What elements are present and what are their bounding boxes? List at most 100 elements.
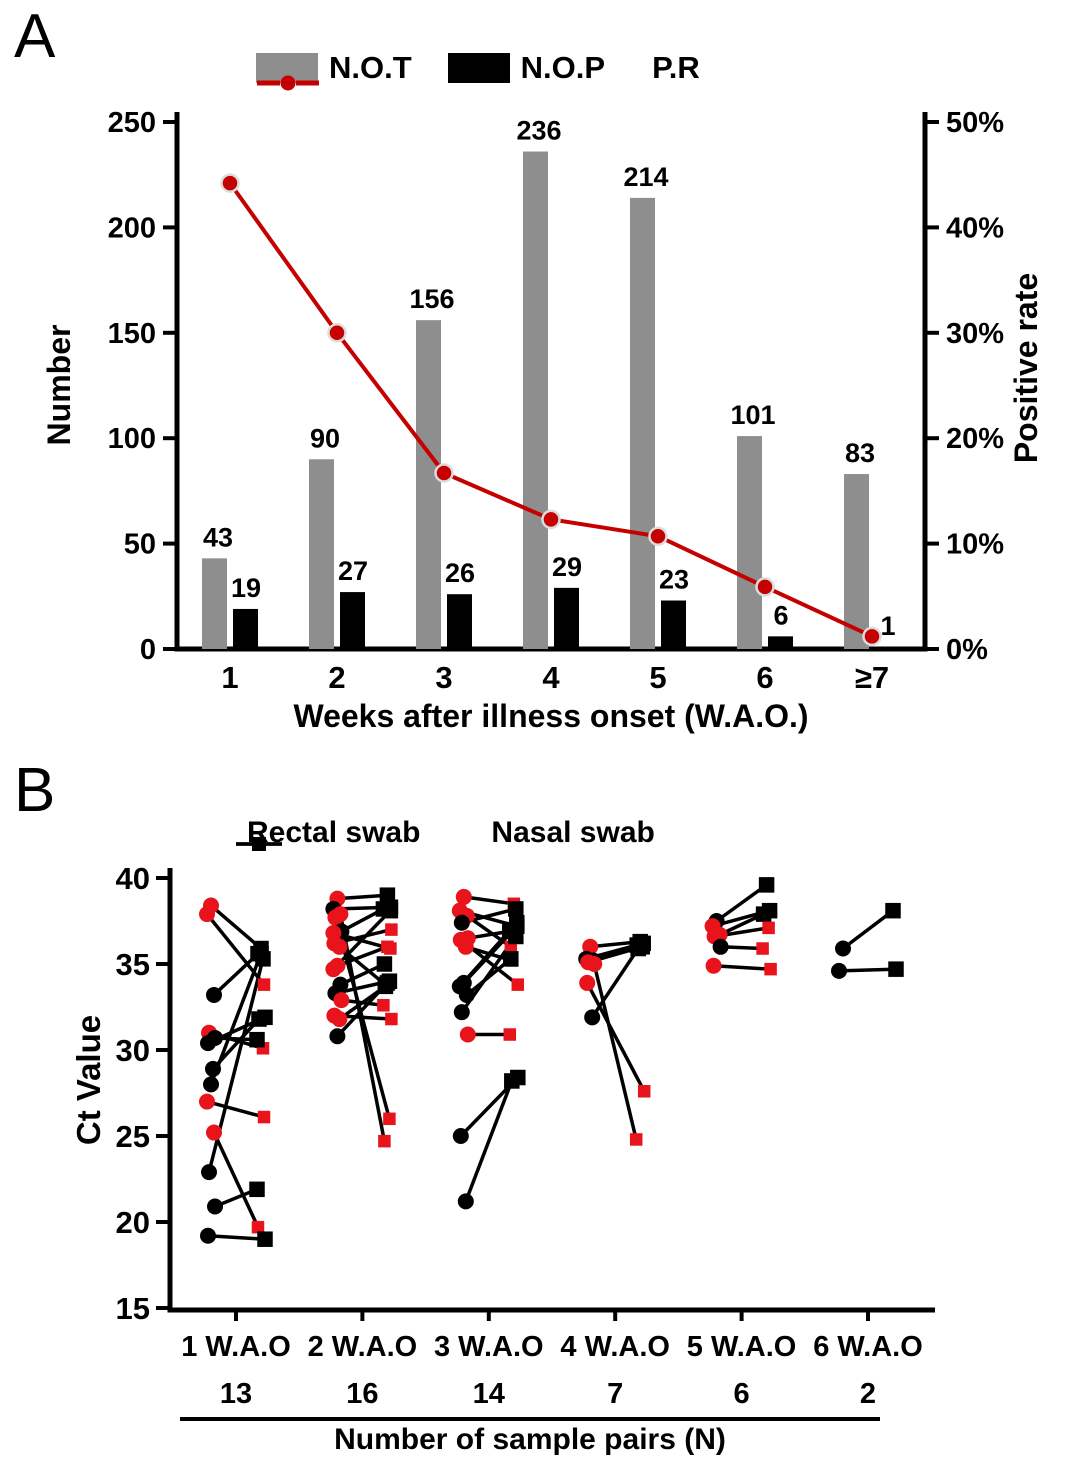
pair-markers-group-1 [199, 897, 273, 1247]
nasal-point [257, 1110, 271, 1124]
y-right-axis-title: Positive rate [1008, 273, 1044, 463]
pair-markers-group-4 [578, 933, 651, 1146]
panel-a-chart: 0501001502002500%10%20%30%40%50%43901562… [41, 107, 1044, 734]
nasal-point [385, 1012, 398, 1026]
pair-line [592, 963, 638, 1140]
not-bar [523, 151, 548, 649]
nasal-point [378, 1134, 391, 1148]
nasal-point [257, 978, 271, 991]
nop-bar-value: 19 [231, 573, 261, 603]
nop-bar [340, 592, 365, 649]
y-left-tick-label: 100 [108, 423, 156, 455]
y-left-tick-label: 150 [108, 318, 156, 350]
not-bar [202, 558, 227, 649]
pair-markers-group-5 [704, 877, 778, 976]
group-n-value: 7 [607, 1378, 623, 1410]
nasal-point [385, 923, 398, 936]
not-bar [416, 320, 441, 649]
y-tick-label: 20 [116, 1205, 150, 1240]
legend-item-nasal: Nasal swab [236, 816, 655, 851]
nop-bar [554, 587, 579, 649]
group-n-value: 13 [220, 1378, 252, 1410]
nop-bar-value: 27 [338, 556, 368, 586]
y-tick-label: 15 [116, 1291, 150, 1326]
not-bar-value: 83 [845, 438, 875, 468]
y-tick-label: 30 [116, 1033, 150, 1068]
x-caption: Number of sample pairs (N) [334, 1423, 726, 1456]
x-category-label: 1 [221, 660, 238, 695]
rectal-point [199, 1093, 215, 1110]
pr-point [648, 526, 668, 546]
panel-b-letter: B [14, 756, 56, 825]
not-bar [844, 474, 869, 649]
nasal-point [508, 928, 524, 945]
y-right-tick-label: 0% [946, 634, 988, 666]
nasal-point [384, 942, 397, 955]
nasal-point [630, 940, 646, 957]
pr-point [541, 509, 561, 530]
pr-point [327, 323, 347, 343]
nasal-point [764, 962, 777, 976]
not-bar-value: 156 [409, 284, 454, 314]
nop-bar [233, 608, 258, 649]
nasal-point [888, 961, 904, 977]
nasal-point [249, 1031, 265, 1048]
pair-line [841, 909, 895, 950]
pair-line [838, 967, 897, 973]
nop-bar-value: 6 [773, 600, 788, 630]
x-category-label: 6 [756, 660, 773, 695]
nop-swatch-icon [447, 53, 510, 83]
pair-line [713, 963, 771, 971]
rectal-point [835, 940, 851, 957]
rectal-point [457, 1193, 474, 1210]
nasal-point [755, 906, 772, 922]
y-left-tick-label: 250 [108, 107, 156, 139]
rectal-point [325, 925, 342, 942]
panel-a-legend: N.O.T N.O.P P.R [256, 50, 700, 91]
pair-markers-group-3 [451, 888, 526, 1210]
nasal-point [509, 914, 525, 931]
nasal-point [503, 1028, 517, 1041]
rectal-point [203, 1076, 219, 1093]
rectal-point [327, 909, 344, 926]
nasal-point [376, 956, 393, 972]
nasal-point [504, 1073, 520, 1089]
nasal-point [379, 975, 396, 991]
rectal-point [329, 1028, 346, 1045]
not-bar-value: 90 [310, 423, 340, 453]
not-bar [737, 436, 762, 649]
y-left-tick-label: 200 [108, 212, 156, 244]
rectal-point [459, 1026, 476, 1043]
rectal-point [325, 961, 342, 978]
rectal-point [584, 1009, 601, 1026]
rectal-point [331, 1011, 348, 1028]
pair-line [209, 953, 263, 1086]
x-axis-title: Weeks after illness onset (W.A.O.) [293, 698, 808, 734]
nasal-point [251, 1011, 267, 1027]
y-right-tick-label: 20% [946, 423, 1004, 455]
rectal-point [199, 906, 215, 923]
nop-bar [875, 646, 900, 649]
y-tick-label: 25 [116, 1119, 150, 1154]
rectal-point [331, 938, 348, 955]
y-right-tick-label: 50% [946, 107, 1004, 139]
pair-line [209, 904, 263, 950]
pr-point [755, 577, 775, 597]
rectal-point [200, 1035, 216, 1052]
pair-line [463, 895, 515, 906]
panel-b-axes [167, 868, 935, 1313]
group-n-value: 14 [473, 1378, 505, 1410]
rectal-point [831, 962, 847, 979]
panel-a-axes [174, 112, 928, 652]
nop-bar [768, 636, 793, 649]
nasal-point [379, 887, 396, 903]
legend-label-pr: P.R [652, 50, 700, 85]
x-category-label: 3 [435, 660, 452, 695]
nasal-point [383, 1112, 396, 1126]
rectal-point [452, 1128, 469, 1144]
nop-bar-value: 23 [659, 565, 689, 595]
pair-markers-group-6 [831, 902, 904, 979]
panel-b-chart: 15 20 25 30 35 40 1 W.A.O 13 2 W.A.O 16 3 W.A.O 14 4… [70, 861, 935, 1456]
not-bar [309, 459, 334, 649]
legend-item-pr: P.R [257, 50, 700, 91]
